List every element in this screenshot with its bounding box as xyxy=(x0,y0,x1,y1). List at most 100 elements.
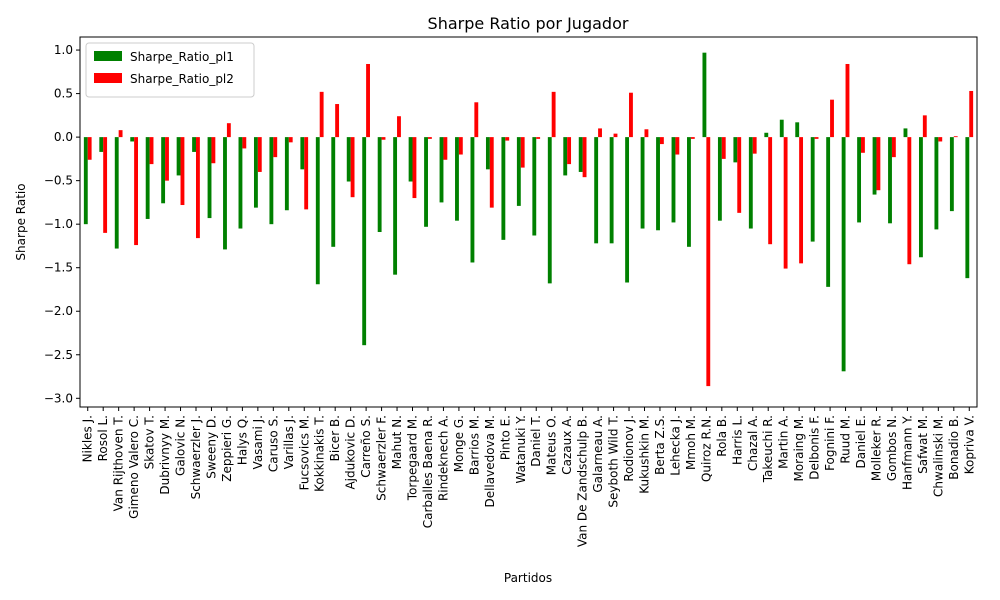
bar xyxy=(721,137,726,159)
bar xyxy=(888,137,892,224)
bar xyxy=(377,137,382,233)
x-tick-label: Vasami J. xyxy=(251,415,265,469)
x-tick-label: Halys Q. xyxy=(235,415,249,465)
bar xyxy=(211,137,216,164)
x-tick-label: Rosol L. xyxy=(96,415,110,461)
bar xyxy=(706,137,711,387)
x-tick-label: Mmoh M. xyxy=(684,415,698,470)
bar xyxy=(532,137,537,236)
bar xyxy=(223,137,227,250)
bar xyxy=(551,91,556,138)
bar xyxy=(226,123,231,138)
bar xyxy=(130,137,135,142)
bar xyxy=(319,91,324,138)
x-tick-label: Bonadio B. xyxy=(947,415,961,480)
bar xyxy=(501,137,506,240)
bar xyxy=(629,92,633,138)
bar xyxy=(253,137,258,208)
bar xyxy=(768,137,773,245)
x-tick-label: Hanfmann Y. xyxy=(900,415,914,490)
bar xyxy=(659,137,664,145)
x-tick-label: Dubrivnyy M. xyxy=(158,415,172,495)
bar xyxy=(690,137,695,139)
bar xyxy=(99,137,104,152)
bar xyxy=(393,137,398,275)
bar xyxy=(257,137,262,172)
legend: Sharpe_Ratio_pl1 Sharpe_Ratio_pl2 xyxy=(85,42,255,98)
x-tick-label: Daniel T. xyxy=(529,415,543,467)
bar xyxy=(598,128,602,138)
bar xyxy=(408,137,413,182)
x-tick-label: Schwaerzler J. xyxy=(189,415,203,499)
bar xyxy=(145,137,150,219)
bar xyxy=(489,137,494,208)
x-tick-label: Torpegaard M. xyxy=(406,415,420,501)
bar xyxy=(161,137,166,204)
x-tick-label: Quiroz R.N. xyxy=(699,415,713,482)
bar xyxy=(238,137,243,229)
x-tick-label: Daniel E. xyxy=(854,415,868,468)
y-tick-label: −2.0 xyxy=(44,304,73,318)
bar xyxy=(857,137,862,223)
chart-title: Sharpe Ratio por Jugador xyxy=(428,14,629,33)
bar xyxy=(269,137,274,225)
bar xyxy=(938,137,943,142)
bar xyxy=(671,137,676,223)
bar xyxy=(953,136,958,138)
bar xyxy=(594,137,599,244)
x-tick-label: Kokkinakis T. xyxy=(313,415,327,492)
x-tick-label: Galarneau A. xyxy=(591,415,605,493)
x-tick-label: Varillas J. xyxy=(282,415,296,469)
bar xyxy=(656,137,660,231)
bar xyxy=(841,137,846,372)
bar xyxy=(609,137,614,244)
x-tick-label: Van De Zandschulp B. xyxy=(576,415,590,547)
x-tick-label: Rindeknech A. xyxy=(436,415,450,501)
x-tick-label: Martin A. xyxy=(777,415,791,469)
y-tick-label: −2.5 xyxy=(44,348,73,362)
x-tick-label: Mahut N. xyxy=(390,415,404,469)
x-tick-label: Rola B. xyxy=(715,415,729,457)
x-tick-label: Ruud M. xyxy=(839,415,853,464)
bar xyxy=(114,137,119,249)
legend-swatch xyxy=(94,51,122,61)
x-tick-label: Ajdukovic D. xyxy=(344,415,358,490)
bar xyxy=(362,137,367,346)
bar xyxy=(907,137,912,265)
y-tick-label: 1.0 xyxy=(54,43,73,57)
bar xyxy=(783,137,788,269)
y-axis-label: Sharpe Ratio xyxy=(14,183,28,260)
bar xyxy=(876,137,881,191)
bar xyxy=(536,137,541,139)
x-tick-label: Van Rijthoven T. xyxy=(112,415,126,511)
bar xyxy=(814,137,819,139)
x-tick-label: Gombos N. xyxy=(885,415,899,481)
bar xyxy=(764,132,769,138)
bar xyxy=(582,137,587,178)
bar xyxy=(965,137,970,279)
x-axis-label: Partidos xyxy=(504,571,552,585)
bar xyxy=(439,137,444,203)
bar xyxy=(675,137,680,155)
bar xyxy=(443,137,448,160)
x-tick-label: Kopriva V. xyxy=(962,415,976,474)
bar xyxy=(427,137,432,139)
bar xyxy=(331,137,336,247)
x-tick-label: Delbonis F. xyxy=(808,415,822,480)
legend-label: Sharpe_Ratio_pl1 xyxy=(130,50,234,64)
bar xyxy=(733,137,738,163)
bar xyxy=(644,129,649,138)
x-tick-label: Monge G. xyxy=(452,415,466,472)
x-tick-label: Gimeno Valero C. xyxy=(127,415,141,519)
bar xyxy=(381,137,386,140)
x-tick-label: Zeppieri G. xyxy=(220,415,234,482)
x-tick-label: Harris L. xyxy=(730,415,744,465)
x-tick-label: Seyboth Wild T. xyxy=(607,415,621,508)
bar xyxy=(165,137,169,181)
bar xyxy=(176,137,181,176)
bar xyxy=(134,137,138,246)
bar xyxy=(687,137,691,247)
y-tick-label: −0.5 xyxy=(44,174,73,188)
bar xyxy=(922,115,927,138)
